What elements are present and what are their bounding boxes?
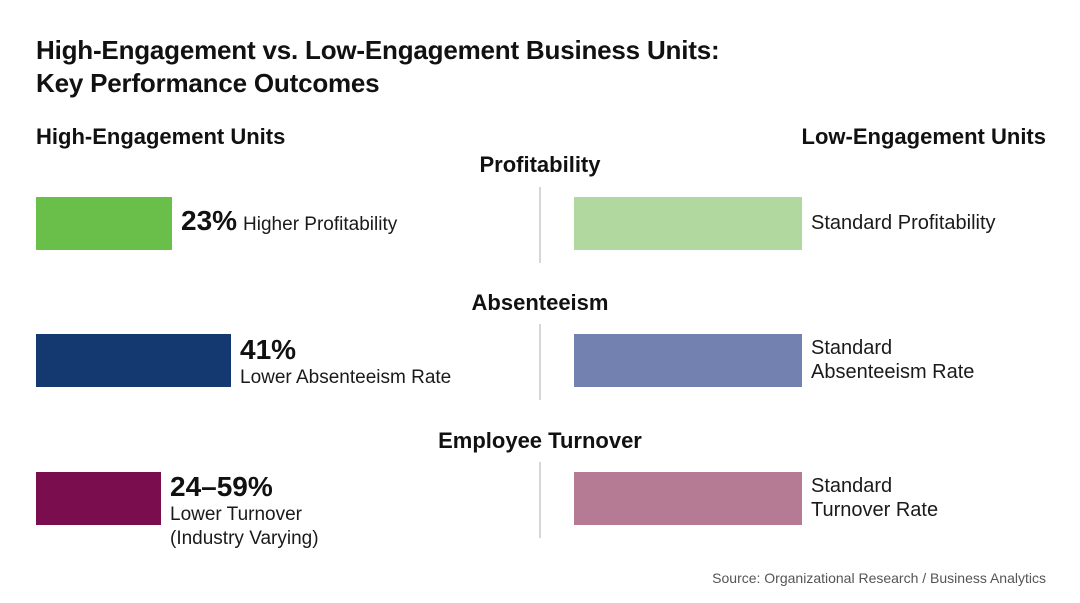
desc-high-absenteeism: Lower Absenteeism Rate <box>240 367 452 388</box>
desc-high-employee-turnover-line-1: Lower Turnover <box>170 504 303 525</box>
label-low-employee-turnover: Standard Turnover Rate <box>811 474 938 522</box>
desc-high-profitability: Higher Profitability <box>243 214 398 235</box>
data-label-high-profitability: 23% <box>181 205 238 236</box>
metric-title-absenteeism: Absenteeism <box>471 290 609 315</box>
desc-low-turnover-line-1: Standard <box>811 475 893 497</box>
divider-profitability <box>539 187 541 263</box>
low-engagement-heading: Low-Engagement Units <box>801 124 1046 149</box>
high-engagement-heading: High-Engagement Units <box>36 124 286 149</box>
label-low-absenteeism: Standard Absenteeism Rate <box>811 336 974 384</box>
bar-high-absenteeism <box>36 334 231 387</box>
desc-low-absenteeism-line-2: Absenteeism Rate <box>811 361 975 383</box>
metric-title-profitability: Profitability <box>479 152 601 177</box>
bar-high-profitability <box>36 197 172 250</box>
desc-low-turnover-line-2: Turnover Rate <box>811 499 939 521</box>
data-label-high-absenteeism: 41% <box>240 334 297 365</box>
bar-low-employee-turnover <box>574 472 802 525</box>
divider-employee-turnover <box>539 462 541 538</box>
chart-title: High-Engagement vs. Low-Engagement Busin… <box>36 34 720 100</box>
source-note: Source: Organizational Research / Busine… <box>712 570 1046 586</box>
title-line-1: High-Engagement vs. Low-Engagement Busin… <box>36 35 720 65</box>
divider-absenteeism <box>539 324 541 400</box>
label-high-employee-turnover: 24–59% Lower Turnover (Industry Varying) <box>170 471 319 551</box>
label-high-absenteeism: 41% Lower Absenteeism Rate <box>240 334 451 390</box>
label-high-profitability: 23% Higher Profitability <box>181 205 397 237</box>
label-low-profitability: Standard Profitability <box>811 211 996 235</box>
title-line-2: Key Performance Outcomes <box>36 68 380 98</box>
desc-low-absenteeism-line-1: Standard <box>811 337 893 359</box>
bar-low-profitability <box>574 197 802 250</box>
data-label-high-employee-turnover: 24–59% <box>170 471 273 502</box>
bar-high-employee-turnover <box>36 472 161 525</box>
metric-title-employee-turnover: Employee Turnover <box>438 428 642 453</box>
desc-low-profitability: Standard Profitability <box>811 212 996 234</box>
desc-high-employee-turnover-line-2: (Industry Varying) <box>170 528 319 549</box>
bar-low-absenteeism <box>574 334 802 387</box>
